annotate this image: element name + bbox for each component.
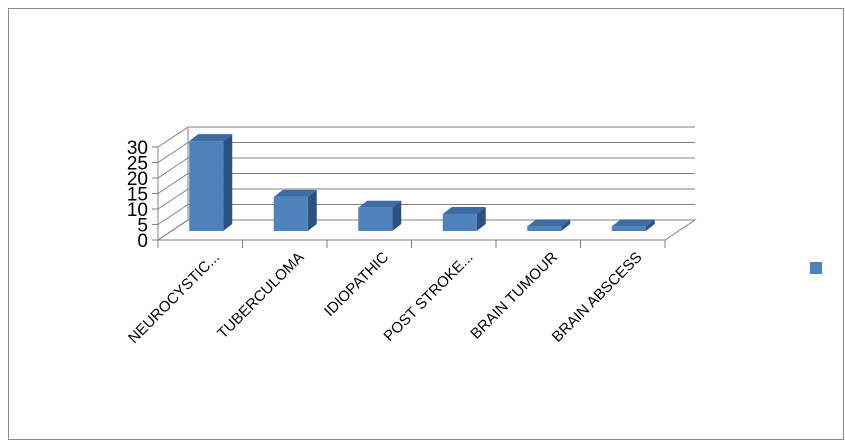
bar-4: [527, 219, 571, 231]
bar-front: [273, 196, 308, 231]
bar-side: [223, 134, 233, 231]
gridlines: [157, 126, 695, 241]
x-tick-label: BRAIN ABSCESS: [549, 249, 646, 346]
x-tick-label: IDIOPATHIC: [321, 249, 392, 320]
y-tick-label: 25: [127, 154, 148, 175]
bar-top: [273, 189, 317, 197]
chart-frame: [8, 8, 844, 440]
axes: [152, 146, 666, 248]
chart-walls: [156, 127, 697, 241]
bar-1: [273, 189, 317, 231]
bar-2: [358, 200, 402, 231]
bar-top: [527, 219, 571, 227]
bar-0: [189, 134, 233, 231]
bar-top: [358, 200, 402, 208]
bar-front: [442, 213, 477, 231]
bar-front: [527, 226, 562, 231]
gridline-side: [157, 173, 189, 194]
bar-front: [358, 207, 393, 231]
bar-side: [561, 219, 571, 231]
bar-top: [189, 134, 233, 142]
gridline-side: [157, 157, 189, 179]
gridline-side: [157, 126, 189, 148]
y-tick-label: 5: [137, 216, 148, 237]
y-tick-label: 0: [137, 231, 148, 252]
bar-top: [611, 219, 655, 227]
bar-side: [392, 200, 402, 231]
bar-side: [476, 206, 486, 231]
bar-front: [611, 226, 646, 231]
x-tick-label: TUBERCULOMA: [214, 249, 307, 342]
x-tick-label: BRAIN TUMOUR: [467, 249, 561, 343]
bar-5: [611, 219, 655, 231]
gridline-side: [157, 142, 189, 163]
bar-front: [189, 141, 224, 231]
bar-side: [645, 219, 655, 231]
x-tick-label: NEUROCYSTIC...: [125, 249, 223, 347]
y-tick-label: 15: [127, 185, 148, 206]
gridline-side: [157, 204, 189, 225]
y-tick-label: 30: [127, 138, 148, 159]
gridline-side: [157, 188, 189, 210]
gridline-side: [157, 219, 189, 241]
x-tick-labels: NEUROCYSTIC...TUBERCULOMA IDIOPATHICPOST …: [125, 249, 646, 347]
bar-3: [442, 206, 486, 231]
bar-side: [307, 189, 317, 231]
y-tick-label: 10: [127, 200, 148, 221]
legend: [810, 262, 822, 274]
bars: [189, 134, 655, 231]
y-tick-label: 20: [127, 169, 148, 190]
x-tick-label: POST STROKE...: [380, 249, 476, 345]
bar-top: [442, 206, 486, 214]
legend-marker: [810, 262, 822, 274]
